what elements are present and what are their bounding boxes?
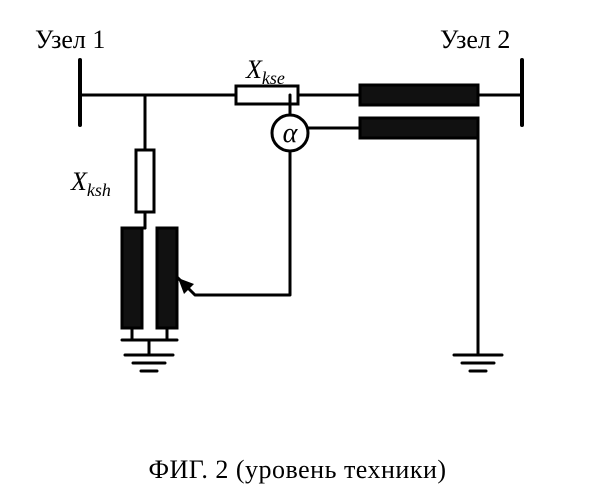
figure-caption: ФИГ. 2 (уровень техники) xyxy=(0,455,595,485)
xksh-label: Xksh xyxy=(70,167,111,200)
node1-label: Узел 1 xyxy=(35,25,105,54)
circuit-diagram: Узел 1 Узел 2 Xkse α Xksh xyxy=(0,0,595,420)
node2-label: Узел 2 xyxy=(440,25,510,54)
caption-text: ФИГ. 2 (уровень техники) xyxy=(148,455,446,484)
alpha-label: α xyxy=(283,118,299,149)
control-link xyxy=(178,151,290,295)
xkse-label: Xkse xyxy=(245,55,285,88)
